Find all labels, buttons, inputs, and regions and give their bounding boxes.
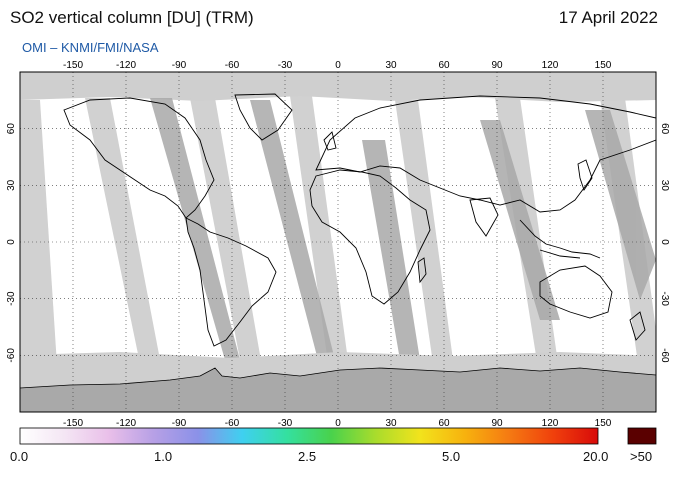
lon-tick-label-top: -90 [172, 60, 187, 71]
colorbar-label-4: 20.0 [583, 449, 609, 464]
lon-tick-label-bottom: 120 [542, 418, 559, 429]
lon-tick-label-top: 60 [438, 60, 450, 71]
lon-tick-label-top: 30 [385, 60, 397, 71]
colorbar-label-2: 2.5 [298, 449, 317, 464]
colorbar-overflow-label: >50 [630, 449, 653, 464]
lon-tick-label-top: 0 [335, 60, 341, 71]
map-frame [19, 71, 657, 413]
colorbar-overflow-swatch [627, 427, 657, 445]
lon-tick-label-top: -60 [225, 60, 240, 71]
lon-tick-label-top: -150 [63, 60, 83, 71]
coastlines [63, 93, 656, 347]
lon-tick-label-bottom: -90 [172, 418, 187, 429]
lon-tick-label-top: 90 [491, 60, 503, 71]
lon-tick-label-top: 150 [595, 60, 612, 71]
lon-tick-label-top: 120 [542, 60, 559, 71]
lon-tick-label-bottom: -30 [278, 418, 293, 429]
lat-tick-label-left: -60 [6, 348, 17, 363]
lon-tick-label-bottom: -120 [116, 418, 136, 429]
lat-tick-label-right: 0 [659, 239, 670, 245]
lon-tick-label-bottom: 150 [595, 418, 612, 429]
lon-tick-label-top: -30 [278, 60, 293, 71]
lat-tick-label-right: -60 [659, 348, 670, 363]
lon-tick-label-bottom: 90 [491, 418, 503, 429]
lon-tick-label-bottom: 30 [385, 418, 397, 429]
graticule [20, 72, 656, 412]
lat-tick-label-right: 30 [659, 180, 670, 192]
lon-tick-label-top: -120 [116, 60, 136, 71]
map-title: SO2 vertical column [DU] (TRM) [10, 8, 254, 27]
lat-tick-label-left: -30 [6, 291, 17, 306]
map-date: 17 April 2022 [558, 8, 658, 27]
data-credit: OMI – KNMI/FMI/NASA [22, 40, 159, 55]
lat-tick-label-left: 60 [6, 123, 17, 135]
colorbar-label-0: 0.0 [10, 449, 29, 464]
lon-tick-label-bottom: 0 [335, 418, 341, 429]
colorbar-label-1: 1.0 [154, 449, 173, 464]
colorbar-label-3: 5.0 [442, 449, 461, 464]
map-panel [20, 72, 656, 412]
lat-tick-label-left: 30 [6, 179, 17, 191]
colorbar [19, 427, 599, 445]
lon-tick-label-bottom: -60 [225, 418, 240, 429]
lon-tick-label-bottom: -150 [63, 418, 83, 429]
lat-tick-label-right: -30 [659, 291, 670, 306]
axis-ticks: -150 -150 -120 -120 -90 -90 -60 -60 -30 -30 0 0 30 30… [6, 60, 670, 429]
lat-tick-label-right: 60 [659, 123, 670, 135]
north-no-data-region [20, 72, 656, 102]
lon-tick-label-bottom: 60 [438, 418, 450, 429]
lat-tick-label-left: 0 [6, 239, 17, 245]
